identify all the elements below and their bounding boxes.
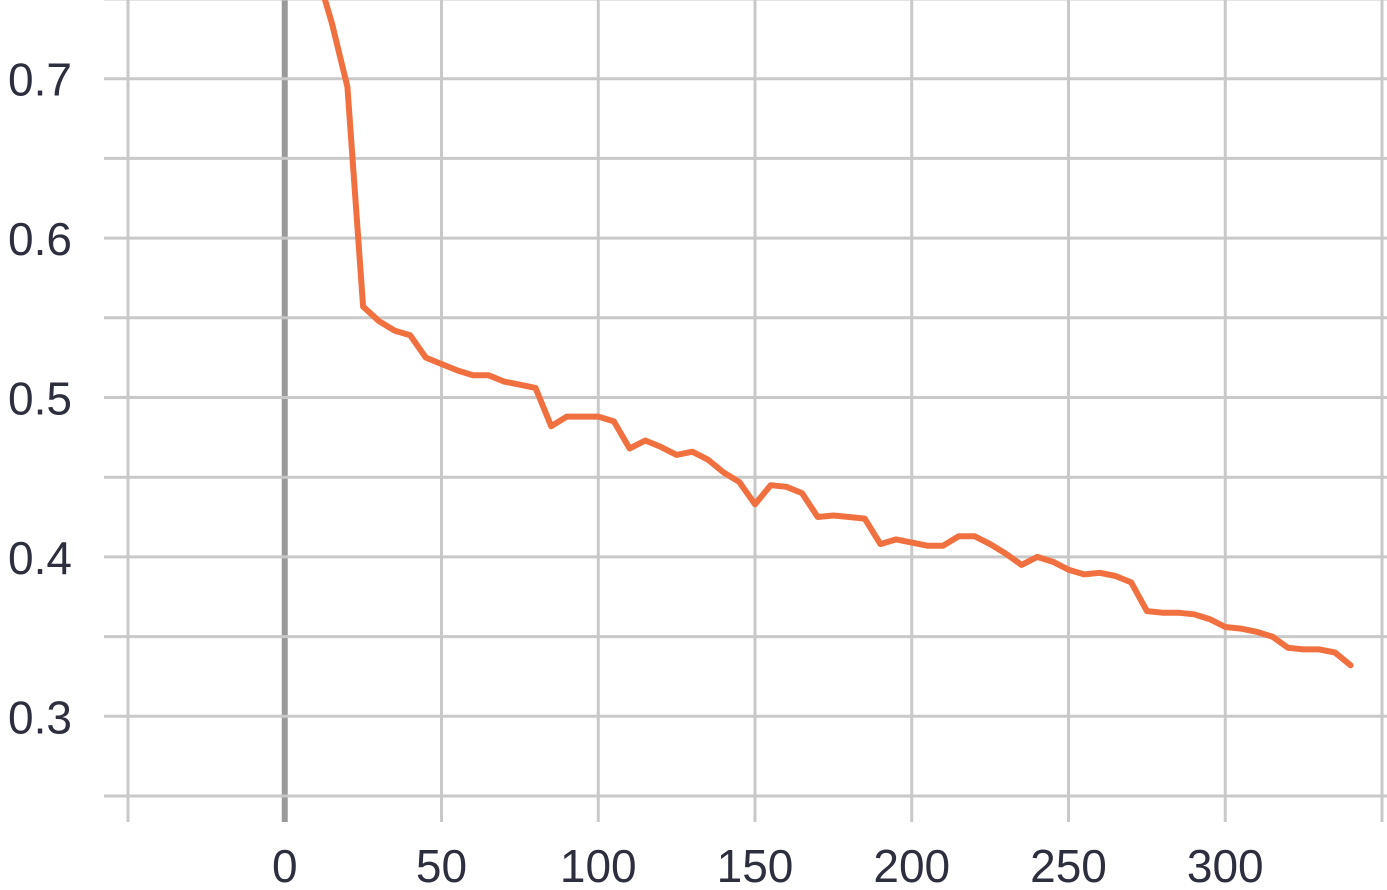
x-tick-label: 200 xyxy=(873,840,950,890)
x-tick-label: 150 xyxy=(717,840,794,890)
x-tick-label: 50 xyxy=(416,840,467,890)
y-tick-label: 0.4 xyxy=(8,532,72,584)
tick-labels: 0 50 100 150 200 250 300 0.3 0.4 0.5 0.6 0.7 xyxy=(8,54,1264,890)
grid-layer xyxy=(104,0,1387,822)
y-tick-label: 0.5 xyxy=(8,373,72,425)
y-tick-label: 0.3 xyxy=(8,691,72,743)
series-layer xyxy=(321,0,1354,669)
x-tick-label: 100 xyxy=(560,840,637,890)
x-tick-label: 300 xyxy=(1187,840,1264,890)
x-tick-label: 0 xyxy=(272,840,298,890)
x-tick-label: 250 xyxy=(1030,840,1107,890)
series-line xyxy=(321,0,1354,669)
y-tick-label: 0.6 xyxy=(8,213,72,265)
y-tick-label: 0.7 xyxy=(8,54,72,106)
